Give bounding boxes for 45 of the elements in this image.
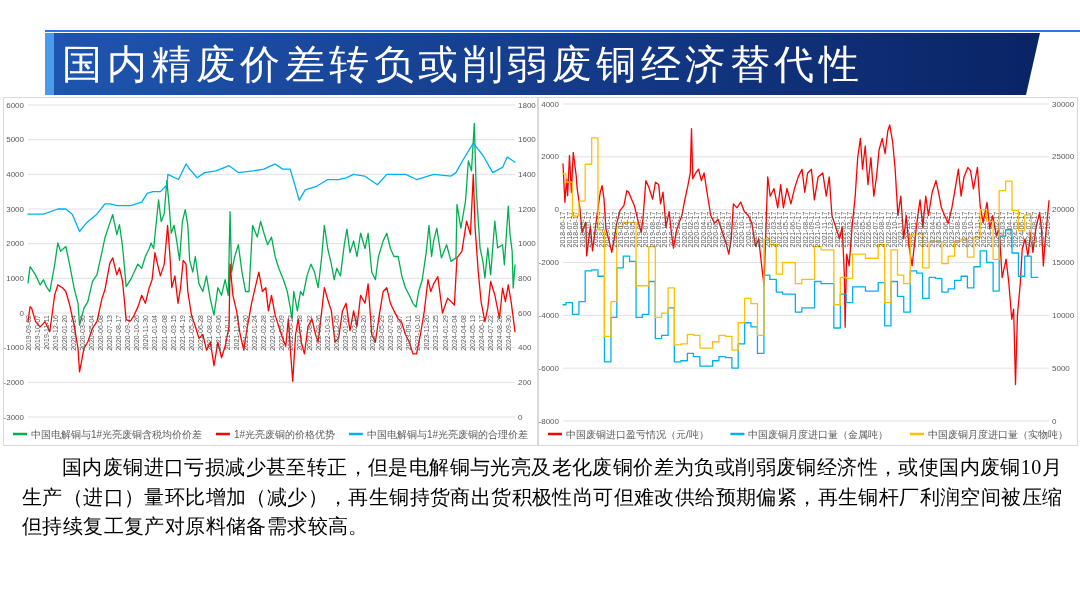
line-series bbox=[562, 124, 1050, 386]
y2-tick-label: 20000 bbox=[1052, 205, 1075, 215]
y-tick-label: 3000 bbox=[6, 204, 25, 214]
y2-tick-label: 1800 bbox=[518, 100, 537, 110]
y-tick-label: -6000 bbox=[538, 363, 560, 373]
legend-label: 中国废铜月度进口量（金属吨） bbox=[748, 428, 889, 440]
y2-tick-label: 25000 bbox=[1052, 152, 1075, 162]
y2-tick-label: 5000 bbox=[1052, 363, 1071, 373]
y2-tick-label: 0 bbox=[1052, 416, 1057, 426]
line-series bbox=[27, 173, 516, 382]
legend-label: 中国废铜月度进口量（实物吨） bbox=[928, 428, 1068, 440]
text: 国内废铜进口亏损减少甚至转正，但是电解铜与光亮及老化废铜价差为负或削弱废铜经济性，或使国内废铜10月生产（进口）量环比增加（减少），再生铜持货商出货积极性尚可但难改供给预期偏紧，再生铜杆厂利润空间被压缩但持续复工复产对原料储备需求较高。 bbox=[22, 455, 1064, 539]
y-tick-label: 2000 bbox=[541, 152, 560, 162]
legend-label: 中国电解铜与1#光亮废铜含税均价价差 bbox=[31, 428, 203, 440]
y-tick-label: -8000 bbox=[538, 416, 560, 426]
y-tick-label: 4000 bbox=[541, 99, 560, 109]
legend-label: 中国电解铜与1#光亮废铜的合理价差 bbox=[366, 428, 529, 440]
y-tick-label: -2000 bbox=[3, 377, 25, 387]
y-tick-label: -2000 bbox=[538, 258, 560, 267]
y-tick-label: 2000 bbox=[6, 239, 25, 249]
y2-tick-label: 1000 bbox=[518, 239, 537, 249]
y2-tick-label: 30000 bbox=[1052, 99, 1075, 109]
y2-tick-label: 200 bbox=[518, 377, 532, 387]
y-tick-label: 6000 bbox=[6, 100, 25, 110]
y2-tick-label: 1200 bbox=[518, 204, 537, 214]
y2-tick-label: 1400 bbox=[518, 169, 537, 179]
chart-title: 国内精废价差转负或削弱废铜经济替代性 bbox=[62, 41, 863, 88]
y2-tick-label: 0 bbox=[518, 412, 523, 422]
y-tick-label: -1000 bbox=[3, 343, 25, 353]
legend-label: 中国废铜进口盈亏情况（元/吨） bbox=[566, 428, 709, 440]
y-tick-label: 0 bbox=[554, 205, 560, 215]
y-tick-label: 4000 bbox=[6, 169, 25, 179]
y2-tick-label: 10000 bbox=[1052, 310, 1075, 320]
y-tick-label: 1000 bbox=[6, 273, 25, 283]
line-series bbox=[27, 142, 516, 233]
legend-label: 1#光亮废铜的价格优势 bbox=[233, 428, 336, 440]
y2-tick-label: 400 bbox=[518, 343, 532, 353]
y-tick-label: -3000 bbox=[3, 412, 25, 422]
y2-tick-label: 15000 bbox=[1052, 258, 1075, 267]
y-tick-label: -4000 bbox=[538, 310, 560, 320]
y-tick-label: 5000 bbox=[6, 135, 25, 145]
y2-tick-label: 1600 bbox=[518, 135, 537, 145]
y-tick-label: 0 bbox=[19, 308, 25, 318]
y2-tick-label: 800 bbox=[518, 273, 532, 283]
y2-tick-label: 600 bbox=[518, 308, 532, 318]
